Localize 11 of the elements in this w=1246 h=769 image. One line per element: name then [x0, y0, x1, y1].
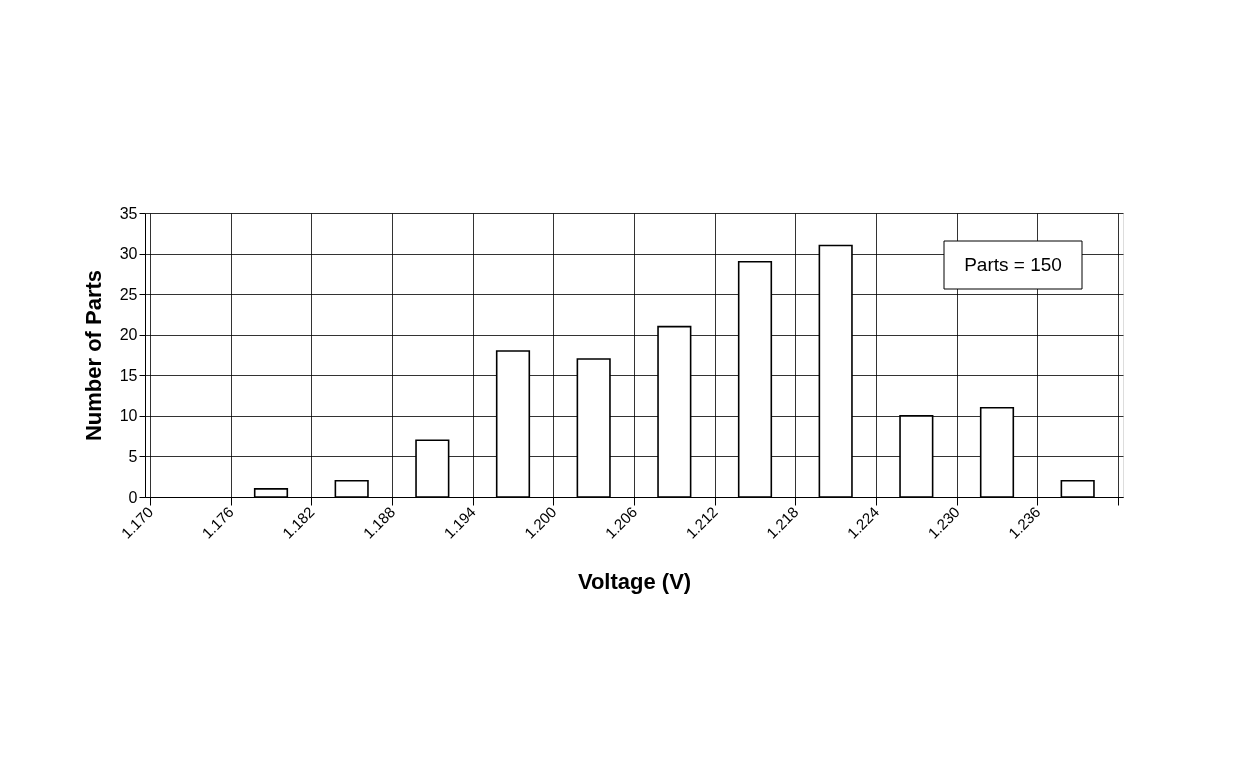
y-axis-title: Number of Parts: [80, 269, 106, 442]
y-tick-label: 20: [119, 326, 138, 344]
y-tick-label: 10: [119, 407, 138, 425]
y-tick-label: 25: [119, 285, 138, 303]
y-tick-label: 35: [119, 204, 138, 222]
y-tick-label: 0: [128, 488, 138, 506]
y-tick-label: 15: [119, 366, 138, 384]
x-axis-title: Voltage (V): [577, 568, 692, 594]
annotation: Parts = 150: [964, 254, 1062, 275]
y-tick-label: 30: [119, 245, 138, 263]
y-tick-label: 5: [128, 447, 138, 465]
